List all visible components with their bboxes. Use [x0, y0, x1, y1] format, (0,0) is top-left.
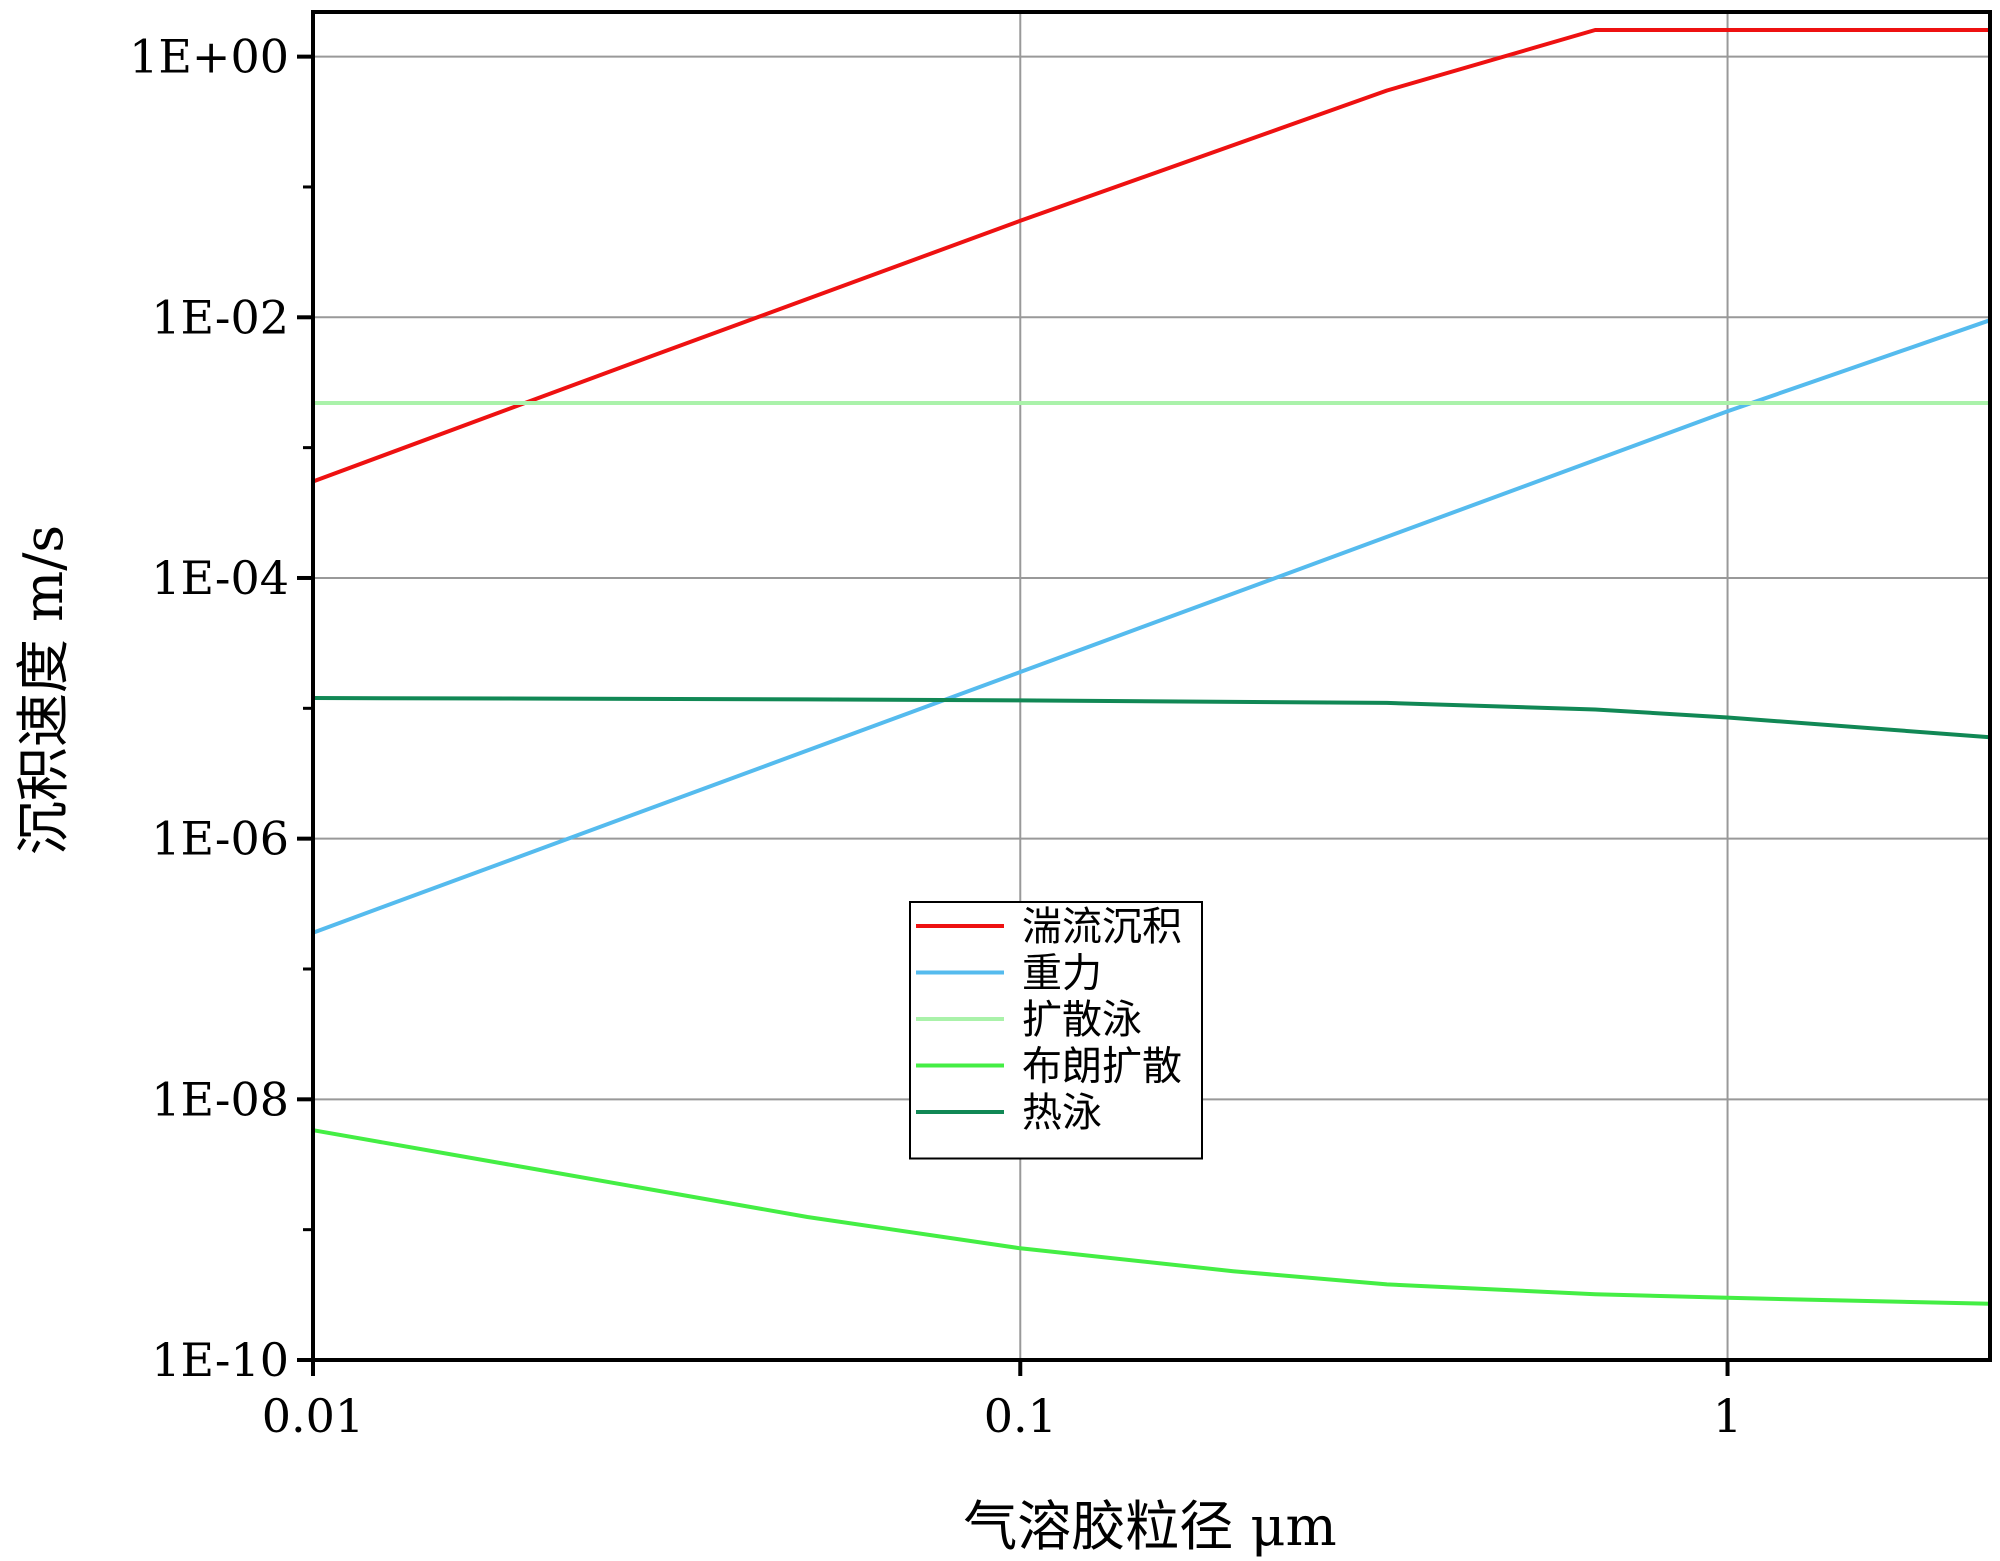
y-axis-title: 沉积速度 m/s — [12, 525, 75, 855]
legend-label: 湍流沉积 — [1022, 904, 1182, 950]
series-line-2 — [312, 318, 1991, 935]
x-tick-label: 0.01 — [262, 1389, 364, 1443]
grid-lines — [313, 12, 1990, 1360]
y-tick-label: 1E-10 — [151, 1333, 289, 1387]
series-line-4 — [312, 1128, 1991, 1306]
y-tick-label: 1E-08 — [151, 1072, 289, 1126]
legend-label: 布朗扩散 — [1022, 1044, 1182, 1090]
x-axis-title: 气溶胶粒径 μm — [963, 1495, 1336, 1558]
legend-box — [909, 901, 1203, 1160]
x-tick-labels: 0.01 0.1 1 — [262, 1389, 1742, 1443]
y-tick-label: 1E-06 — [151, 812, 289, 866]
y-tick-label: 1E+00 — [129, 30, 289, 84]
y-tick-label: 1E-04 — [151, 551, 289, 605]
y-tick-label: 1E-02 — [151, 290, 289, 344]
legend-label: 重力 — [1022, 951, 1102, 997]
major-ticks — [297, 54, 1730, 1376]
plot-frame — [311, 10, 1992, 1362]
x-tick-label: 1 — [1713, 1389, 1742, 1443]
y-tick-labels: 1E+00 1E-02 1E-04 1E-06 1E-08 1E-10 — [129, 30, 289, 1387]
series-line-1 — [312, 28, 1990, 484]
series-line-5 — [312, 696, 1991, 740]
legend-label: 热泳 — [1022, 1090, 1102, 1136]
legend-label: 扩散泳 — [1022, 997, 1142, 1043]
x-tick-label: 0.1 — [984, 1389, 1057, 1443]
series-layer — [312, 28, 1991, 1306]
